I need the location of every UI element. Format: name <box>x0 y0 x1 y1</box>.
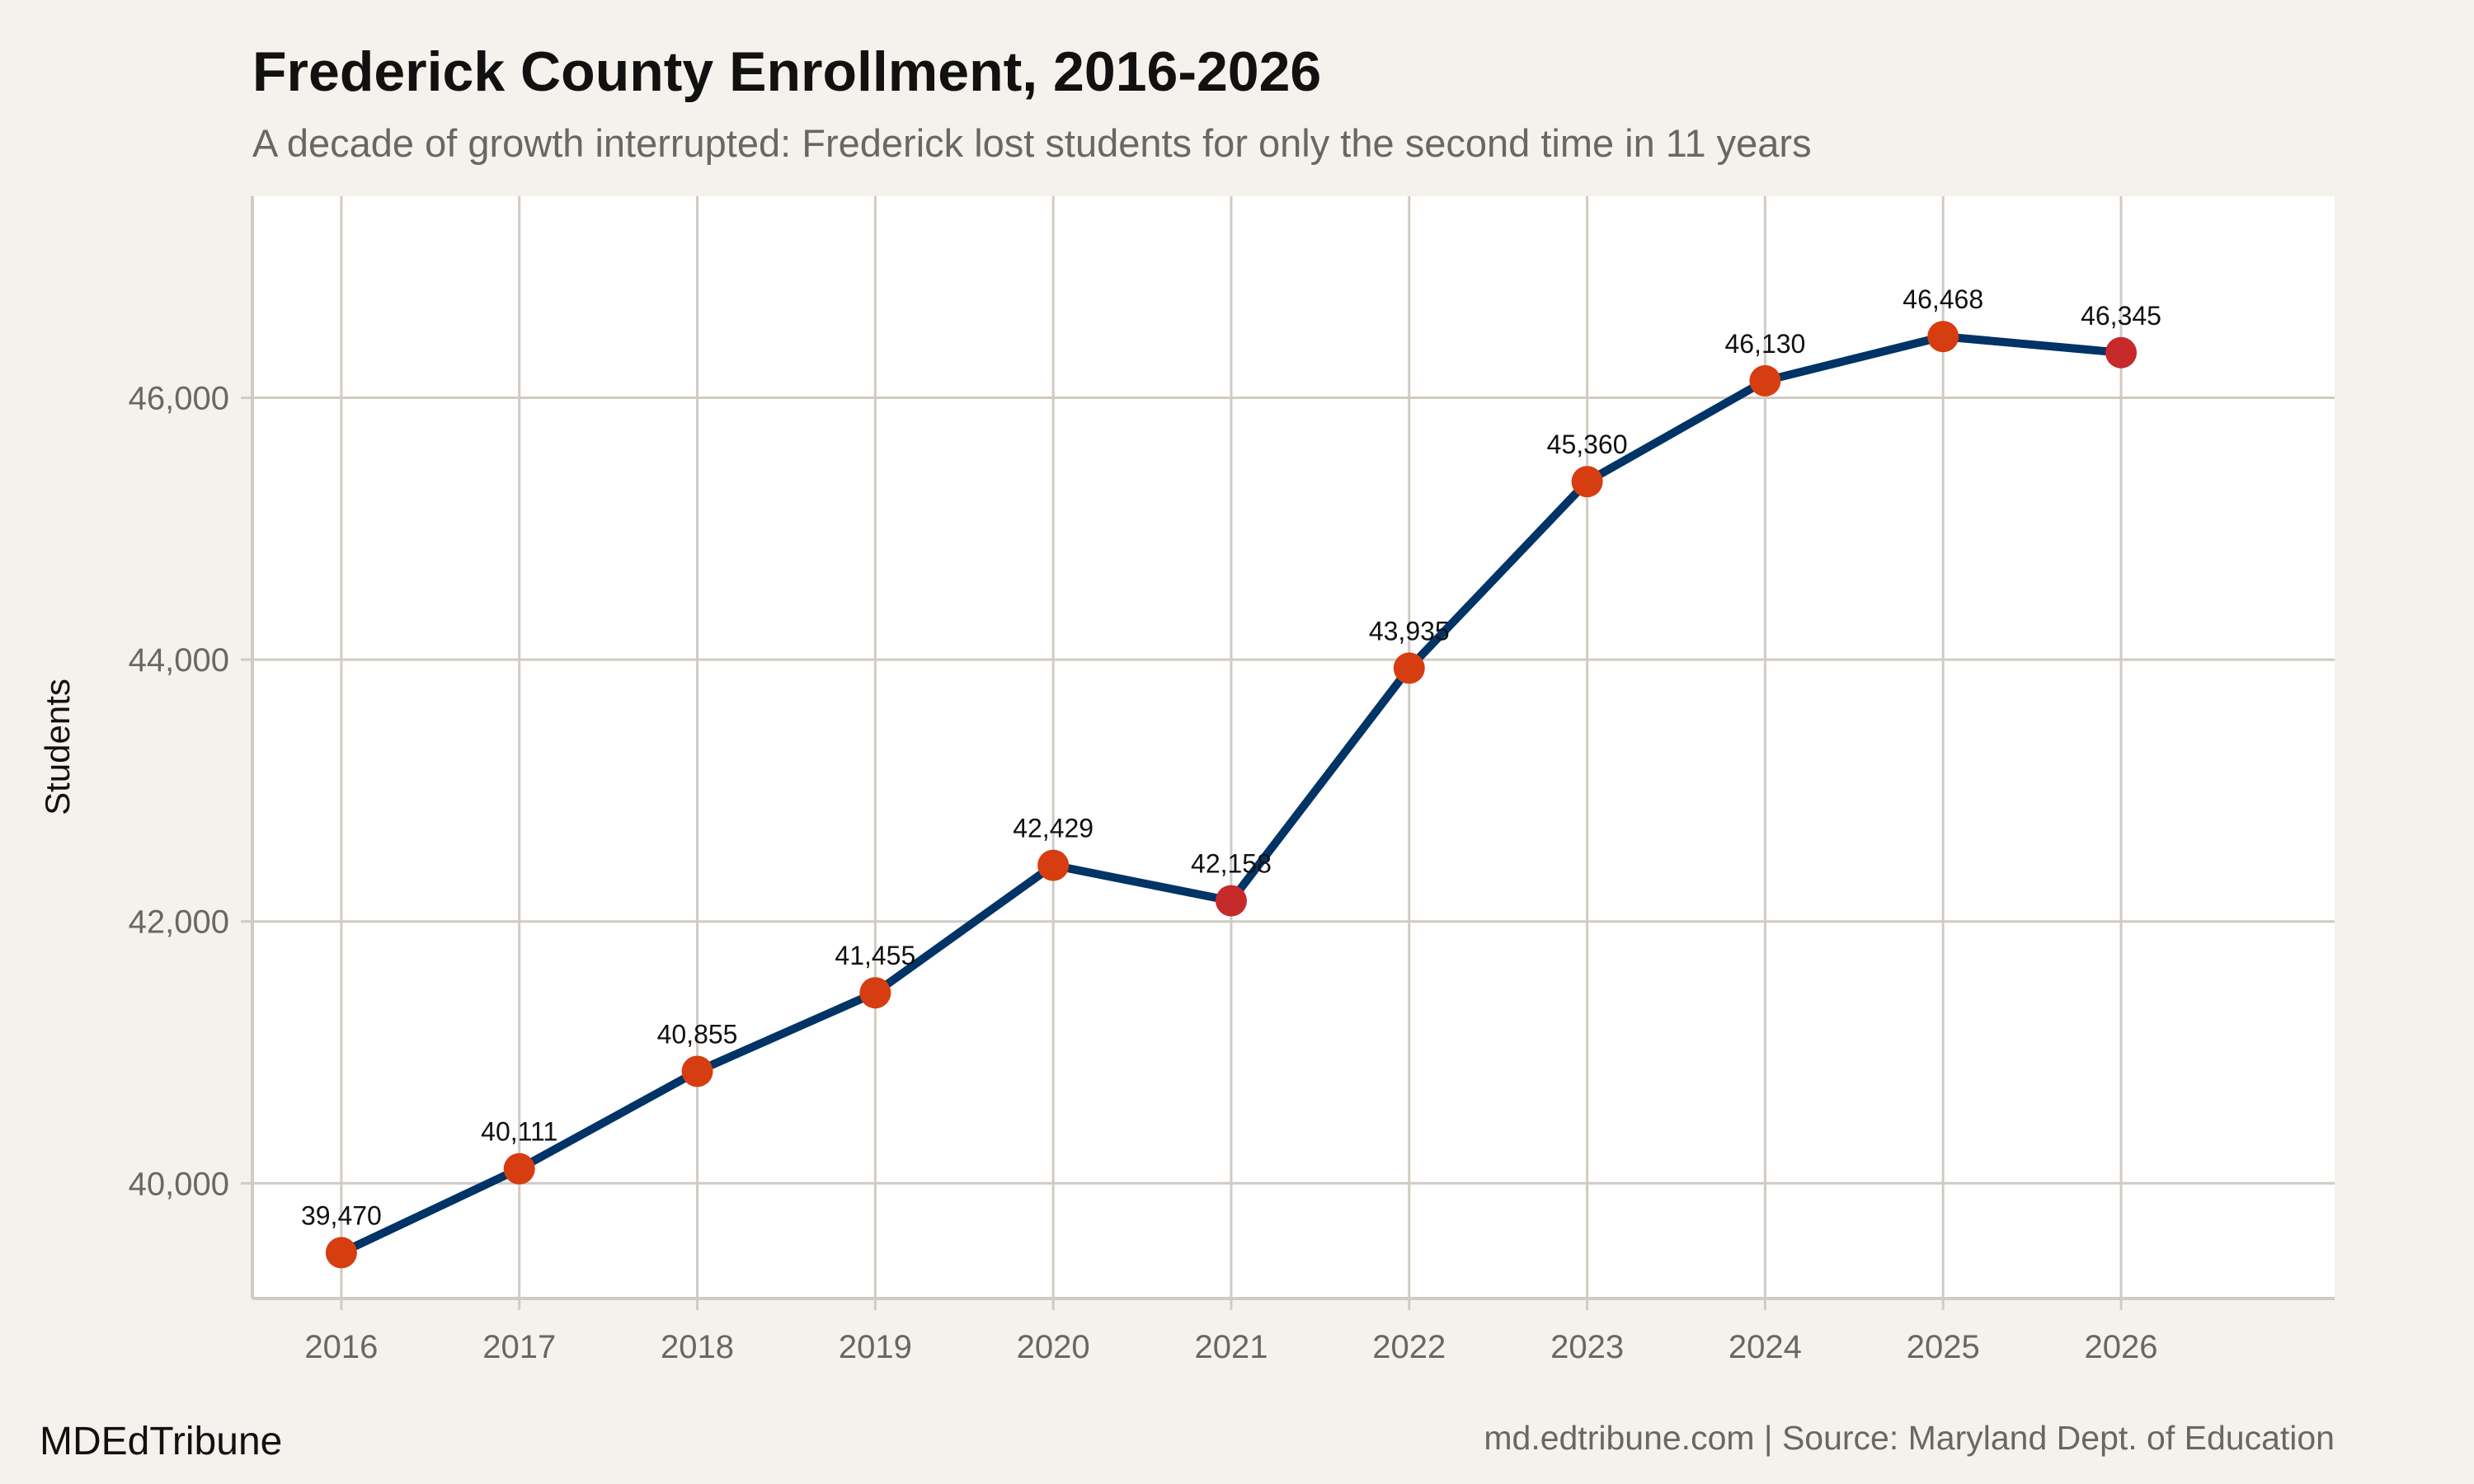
x-tick-label: 2025 <box>1907 1329 1980 1365</box>
brand-logo-text: MDEdTribune <box>40 1420 282 1463</box>
data-label: 43,935 <box>1369 616 1450 646</box>
x-tick-label: 2026 <box>2085 1329 2158 1365</box>
x-tick-label: 2021 <box>1194 1329 1268 1365</box>
x-tick-label: 2020 <box>1017 1329 1090 1365</box>
data-label: 40,855 <box>657 1020 738 1050</box>
data-label: 46,130 <box>1724 329 1805 359</box>
data-point-decline <box>1215 885 1247 917</box>
data-point <box>1749 364 1781 397</box>
y-tick-label: 42,000 <box>129 904 229 941</box>
data-label: 42,429 <box>1013 814 1094 843</box>
y-tick-label: 40,000 <box>129 1166 229 1202</box>
x-tick-label: 2018 <box>661 1329 734 1365</box>
data-point-decline <box>2105 336 2138 369</box>
data-point <box>325 1237 357 1269</box>
data-label: 42,158 <box>1191 849 1272 879</box>
data-label: 39,470 <box>301 1200 382 1230</box>
series-enrollment: 39,470 40,111 40,855 41,455 42,429 42,158 43,9… <box>301 284 2161 1269</box>
data-label: 40,111 <box>481 1117 557 1147</box>
x-tick-label: 2016 <box>304 1329 378 1365</box>
data-point <box>681 1055 713 1087</box>
y-tick-label: 44,000 <box>129 642 229 679</box>
data-point <box>859 977 891 1009</box>
x-tick-label: 2019 <box>839 1329 912 1365</box>
data-label: 41,455 <box>835 941 915 970</box>
y-axis-label: Students <box>38 679 77 815</box>
data-label: 46,468 <box>1903 284 1983 314</box>
data-label: 46,345 <box>2081 301 2161 331</box>
x-tick-label: 2017 <box>482 1329 556 1365</box>
data-point <box>1393 652 1425 684</box>
axes: 2016 2017 2018 2019 2020 2021 2022 2023 2024 2025… <box>129 196 2335 1365</box>
source-note: md.edtribune.com | Source: Maryland Dept… <box>1484 1419 2335 1457</box>
gridlines <box>252 196 2335 1298</box>
plot-panel <box>252 196 2335 1298</box>
x-tick-label: 2024 <box>1729 1329 1802 1365</box>
data-label: 45,360 <box>1547 430 1628 459</box>
chart-subtitle: A decade of growth interrupted: Frederic… <box>252 121 1812 165</box>
y-tick-label: 46,000 <box>129 381 229 417</box>
data-point <box>1571 466 1603 498</box>
x-tick-label: 2022 <box>1372 1329 1446 1365</box>
data-point <box>503 1153 535 1185</box>
x-tick-label: 2023 <box>1550 1329 1624 1365</box>
data-point <box>1927 321 1959 353</box>
data-point <box>1037 849 1070 881</box>
chart-title: Frederick County Enrollment, 2016-2026 <box>252 40 1321 103</box>
